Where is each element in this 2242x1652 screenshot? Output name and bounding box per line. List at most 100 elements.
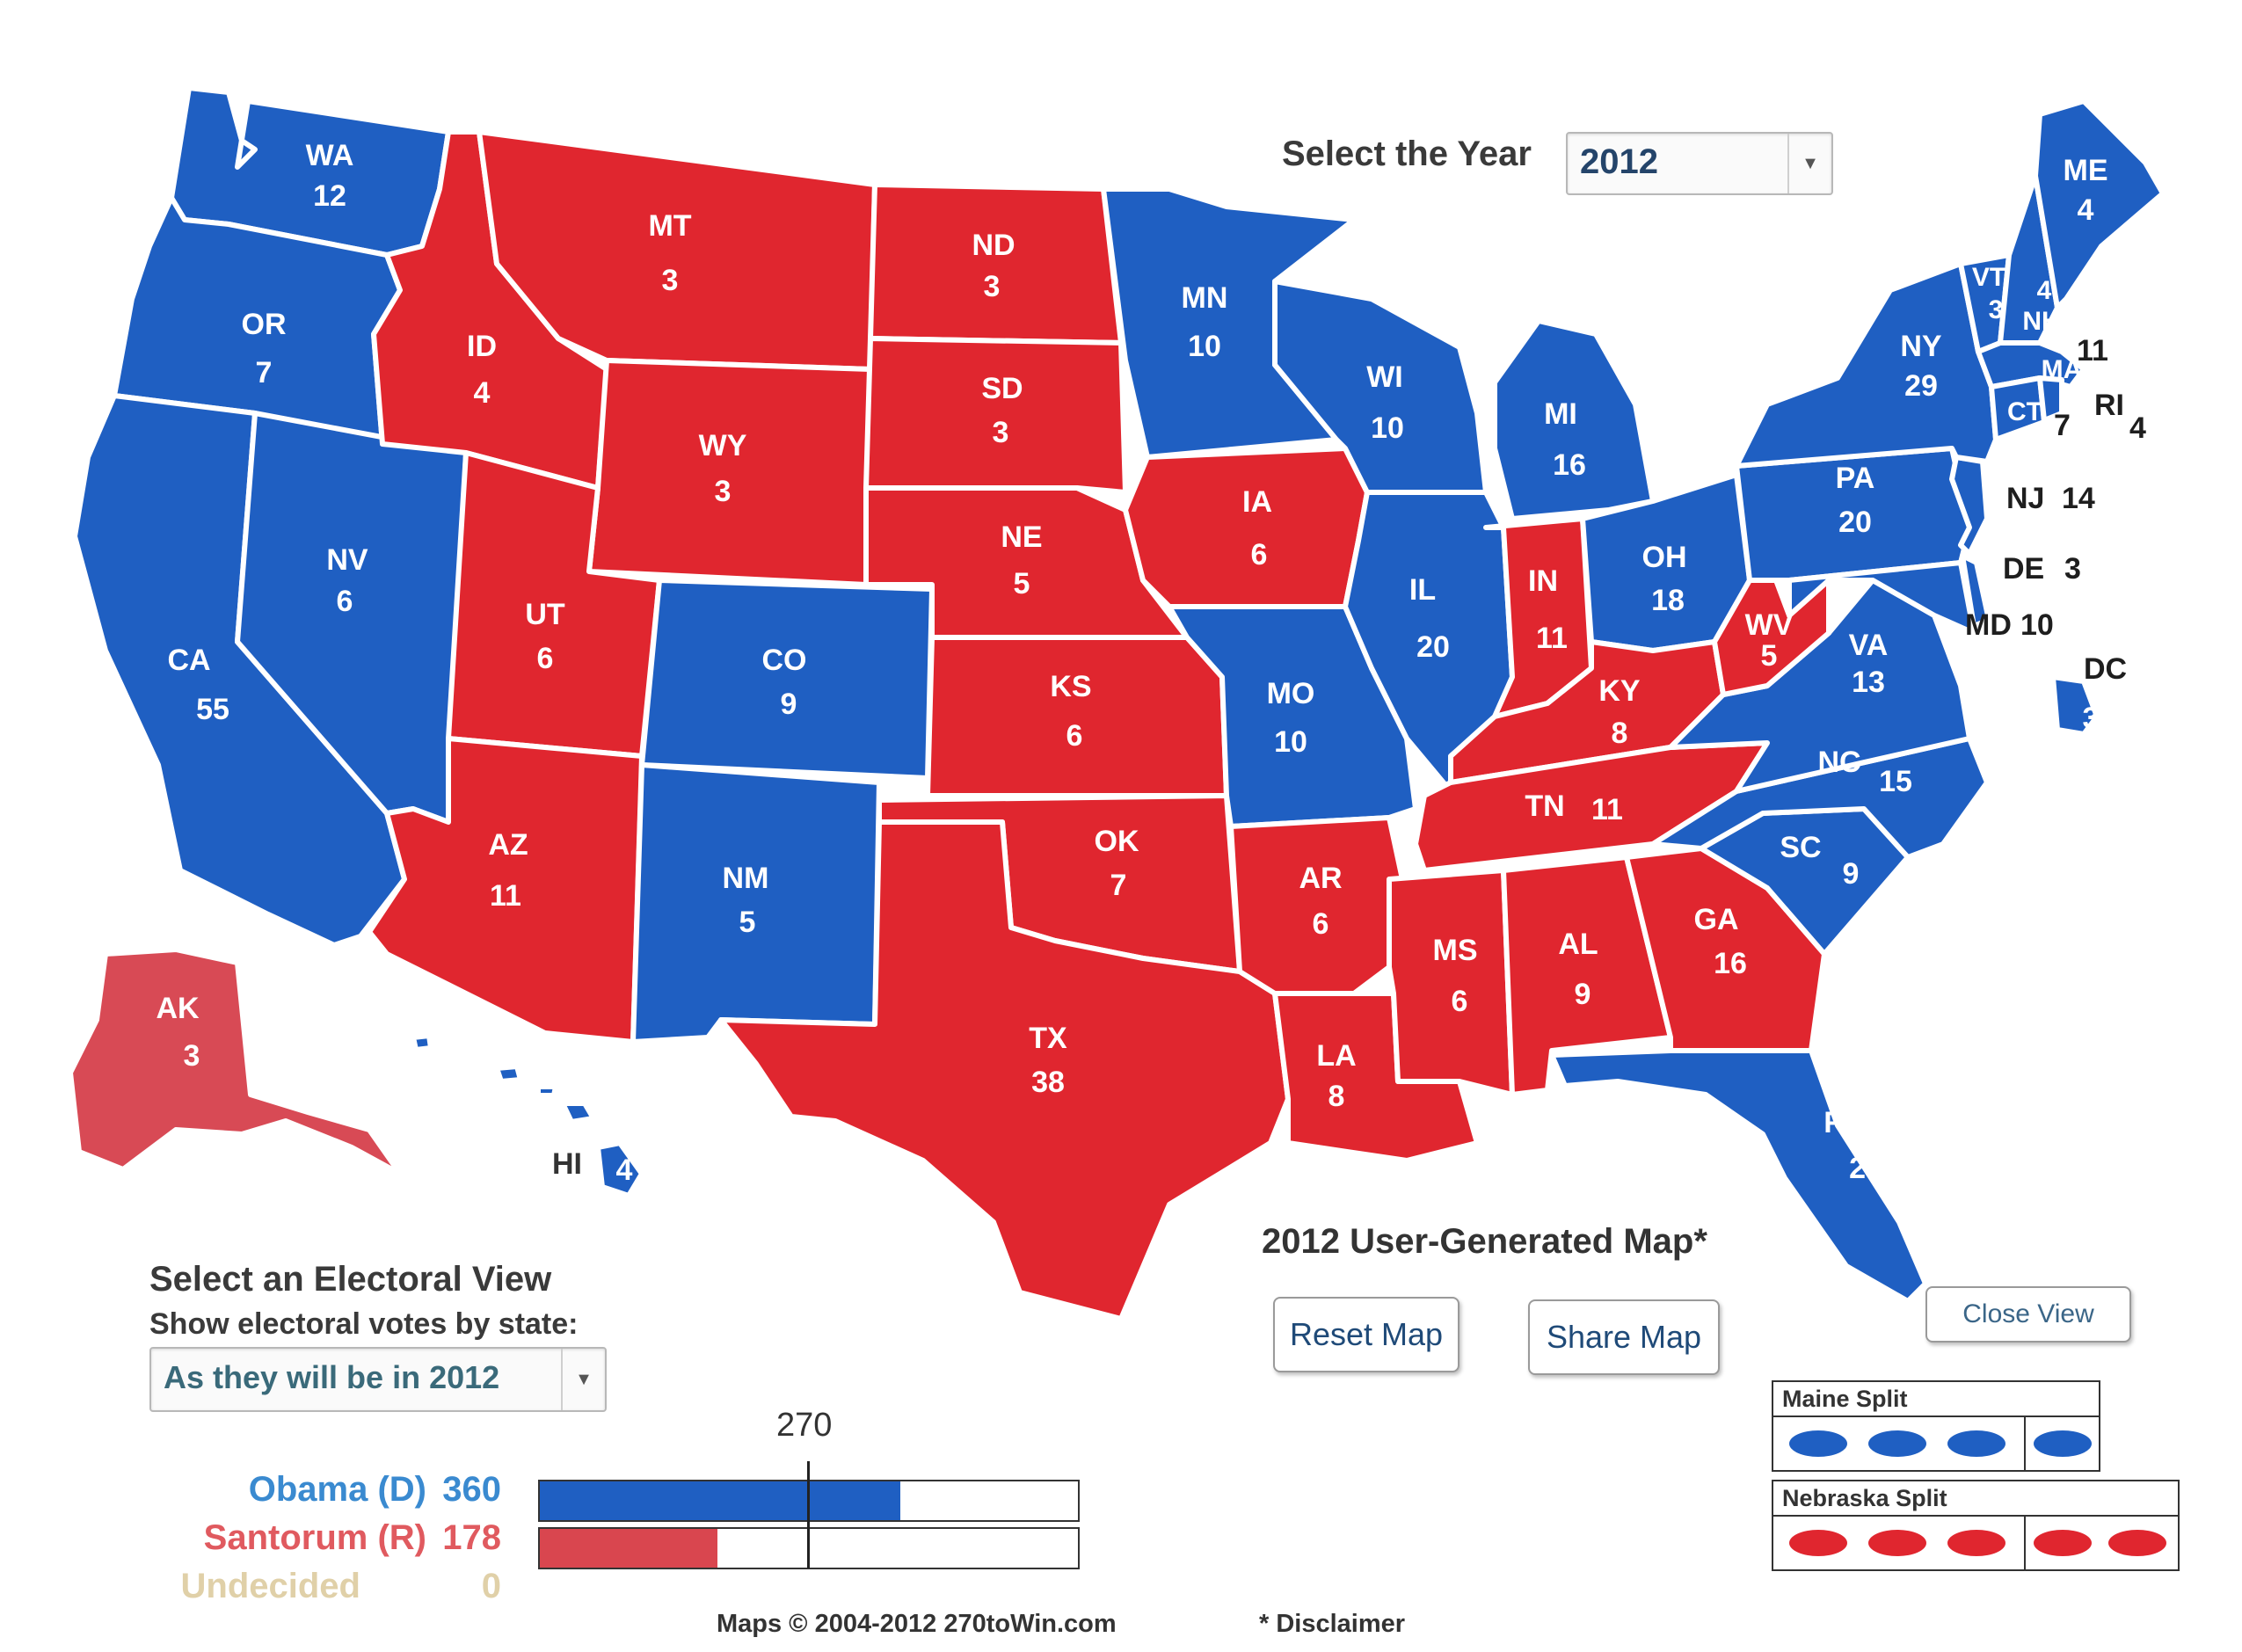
label-wv-ev: 5 bbox=[1761, 639, 1778, 673]
label-ms-ev: 6 bbox=[1452, 985, 1468, 1018]
state-ak[interactable] bbox=[68, 947, 403, 1176]
label-ms-abbr: MS bbox=[1433, 934, 1478, 967]
state-ar[interactable] bbox=[1228, 815, 1405, 996]
undecided-label: Undecided bbox=[180, 1567, 360, 1605]
electoral-view-select[interactable]: As they will be in 2012 ▼ bbox=[149, 1347, 607, 1412]
state-ks[interactable] bbox=[925, 635, 1229, 798]
label-nc-abbr: NC bbox=[1817, 746, 1860, 779]
label-mn-ev: 10 bbox=[1188, 330, 1221, 363]
state-tx[interactable] bbox=[718, 819, 1291, 1321]
label-ia-ev: 6 bbox=[1251, 538, 1268, 571]
label-me-abbr: ME bbox=[2064, 154, 2108, 187]
nebraska-district-1[interactable] bbox=[1789, 1530, 1847, 1556]
label-nh-ev: 4 bbox=[2037, 276, 2052, 305]
label-fl-abbr: FL bbox=[1823, 1106, 1860, 1139]
label-la-abbr: LA bbox=[1316, 1039, 1356, 1073]
nebraska-district-5[interactable] bbox=[2108, 1530, 2166, 1556]
year-select[interactable]: 2012 ▼ bbox=[1566, 132, 1833, 195]
label-nj-ev: 14 bbox=[2062, 482, 2095, 515]
nebraska-district-4[interactable] bbox=[2034, 1530, 2092, 1556]
label-pa-ev: 20 bbox=[1838, 506, 1872, 539]
state-ms[interactable] bbox=[1387, 868, 1515, 1097]
nebraska-district-2[interactable] bbox=[1868, 1530, 1926, 1556]
nebraska-district-3[interactable] bbox=[1947, 1530, 2005, 1556]
label-sd-abbr: SD bbox=[981, 372, 1023, 405]
label-nm-abbr: NM bbox=[723, 862, 769, 895]
label-nj-abbr: NJ bbox=[2006, 482, 2044, 515]
label-ma-abbr: MA bbox=[2042, 355, 2083, 384]
threshold-marker bbox=[807, 1461, 810, 1568]
reset-map-button[interactable]: Reset Map bbox=[1273, 1297, 1459, 1372]
label-or-abbr: OR bbox=[242, 308, 287, 341]
state-nd[interactable] bbox=[868, 182, 1124, 346]
state-sd[interactable] bbox=[863, 336, 1128, 495]
label-id-abbr: ID bbox=[467, 330, 497, 363]
state-wy[interactable] bbox=[586, 358, 873, 587]
electoral-view-value: As they will be in 2012 bbox=[164, 1359, 500, 1395]
state-nh[interactable] bbox=[1998, 173, 2060, 346]
state-nm[interactable] bbox=[630, 762, 882, 1044]
state-dc[interactable] bbox=[2050, 674, 2100, 737]
maine-district-1[interactable] bbox=[1789, 1430, 1847, 1457]
label-ar-abbr: AR bbox=[1299, 862, 1342, 895]
label-me-ev: 4 bbox=[2078, 193, 2094, 227]
maine-district-4[interactable] bbox=[2034, 1430, 2092, 1457]
label-va-abbr: VA bbox=[1849, 629, 1889, 662]
state-fl[interactable] bbox=[1549, 1048, 1928, 1304]
state-nj[interactable] bbox=[1949, 455, 1990, 557]
chevron-down-icon[interactable]: ▼ bbox=[1787, 134, 1831, 193]
label-nv-ev: 6 bbox=[337, 585, 353, 618]
label-al-ev: 9 bbox=[1575, 978, 1591, 1011]
maine-district-2[interactable] bbox=[1868, 1430, 1926, 1457]
electoral-view-subtitle: Show electoral votes by state: bbox=[149, 1307, 579, 1341]
label-hi-ev: 4 bbox=[616, 1153, 633, 1187]
label-sd-ev: 3 bbox=[993, 416, 1009, 449]
label-il-ev: 20 bbox=[1416, 630, 1450, 664]
share-map-button[interactable]: Share Map bbox=[1528, 1299, 1720, 1375]
label-nd-ev: 3 bbox=[984, 270, 1001, 303]
maine-district-3[interactable] bbox=[1947, 1430, 2005, 1457]
label-ct-abbr: CT bbox=[2007, 397, 2042, 426]
label-vt-ev: 3 bbox=[1989, 295, 2004, 324]
label-ky-abbr: KY bbox=[1598, 674, 1641, 708]
label-or-ev: 7 bbox=[256, 356, 273, 389]
label-ri-abbr: RI bbox=[2094, 389, 2124, 422]
dem-vote-bar-fill bbox=[540, 1481, 900, 1520]
label-de-abbr: DE bbox=[2003, 552, 2044, 586]
label-ak-ev: 3 bbox=[184, 1039, 200, 1073]
label-nc-ev: 15 bbox=[1879, 765, 1912, 798]
state-ia[interactable] bbox=[1123, 446, 1370, 609]
label-az-ev: 11 bbox=[490, 879, 521, 913]
label-ca-ev: 55 bbox=[196, 693, 229, 726]
chevron-down-icon[interactable]: ▼ bbox=[561, 1349, 605, 1410]
label-fl-ev: 29 bbox=[1849, 1152, 1882, 1185]
state-ri[interactable] bbox=[2037, 375, 2064, 423]
rep-vote-bar-fill bbox=[540, 1529, 718, 1568]
label-ma-ev: 11 bbox=[2077, 334, 2108, 368]
label-nm-ev: 5 bbox=[739, 906, 756, 939]
undecided-votes: 0 bbox=[481, 1567, 501, 1605]
label-vt-abbr: VT bbox=[1972, 263, 2005, 292]
maine-split-row bbox=[1773, 1415, 2099, 1470]
label-wa-ev: 12 bbox=[313, 179, 346, 213]
state-me[interactable] bbox=[2033, 98, 2166, 310]
label-tx-ev: 38 bbox=[1031, 1066, 1065, 1099]
label-ak-abbr: AK bbox=[156, 992, 200, 1025]
maine-split-panel: Maine Split bbox=[1772, 1380, 2100, 1472]
label-id-ev: 4 bbox=[474, 376, 491, 410]
state-la[interactable] bbox=[1272, 991, 1480, 1163]
label-va-ev: 13 bbox=[1852, 666, 1885, 699]
label-wi-ev: 10 bbox=[1371, 411, 1404, 445]
label-ca-abbr: CA bbox=[167, 644, 210, 677]
state-hi[interactable] bbox=[595, 1140, 644, 1198]
label-ne-ev: 5 bbox=[1014, 567, 1030, 600]
state-co[interactable] bbox=[639, 578, 935, 781]
close-view-button[interactable]: Close View bbox=[1925, 1286, 2131, 1343]
disclaimer-link[interactable]: * Disclaimer bbox=[1259, 1610, 1406, 1638]
label-az-abbr: AZ bbox=[488, 828, 528, 862]
state-ny[interactable] bbox=[1734, 261, 1998, 469]
threshold-label: 270 bbox=[776, 1407, 833, 1444]
state-de[interactable] bbox=[1960, 553, 1991, 629]
label-dc-abbr: DC bbox=[2084, 652, 2127, 686]
label-ok-ev: 7 bbox=[1110, 869, 1127, 902]
